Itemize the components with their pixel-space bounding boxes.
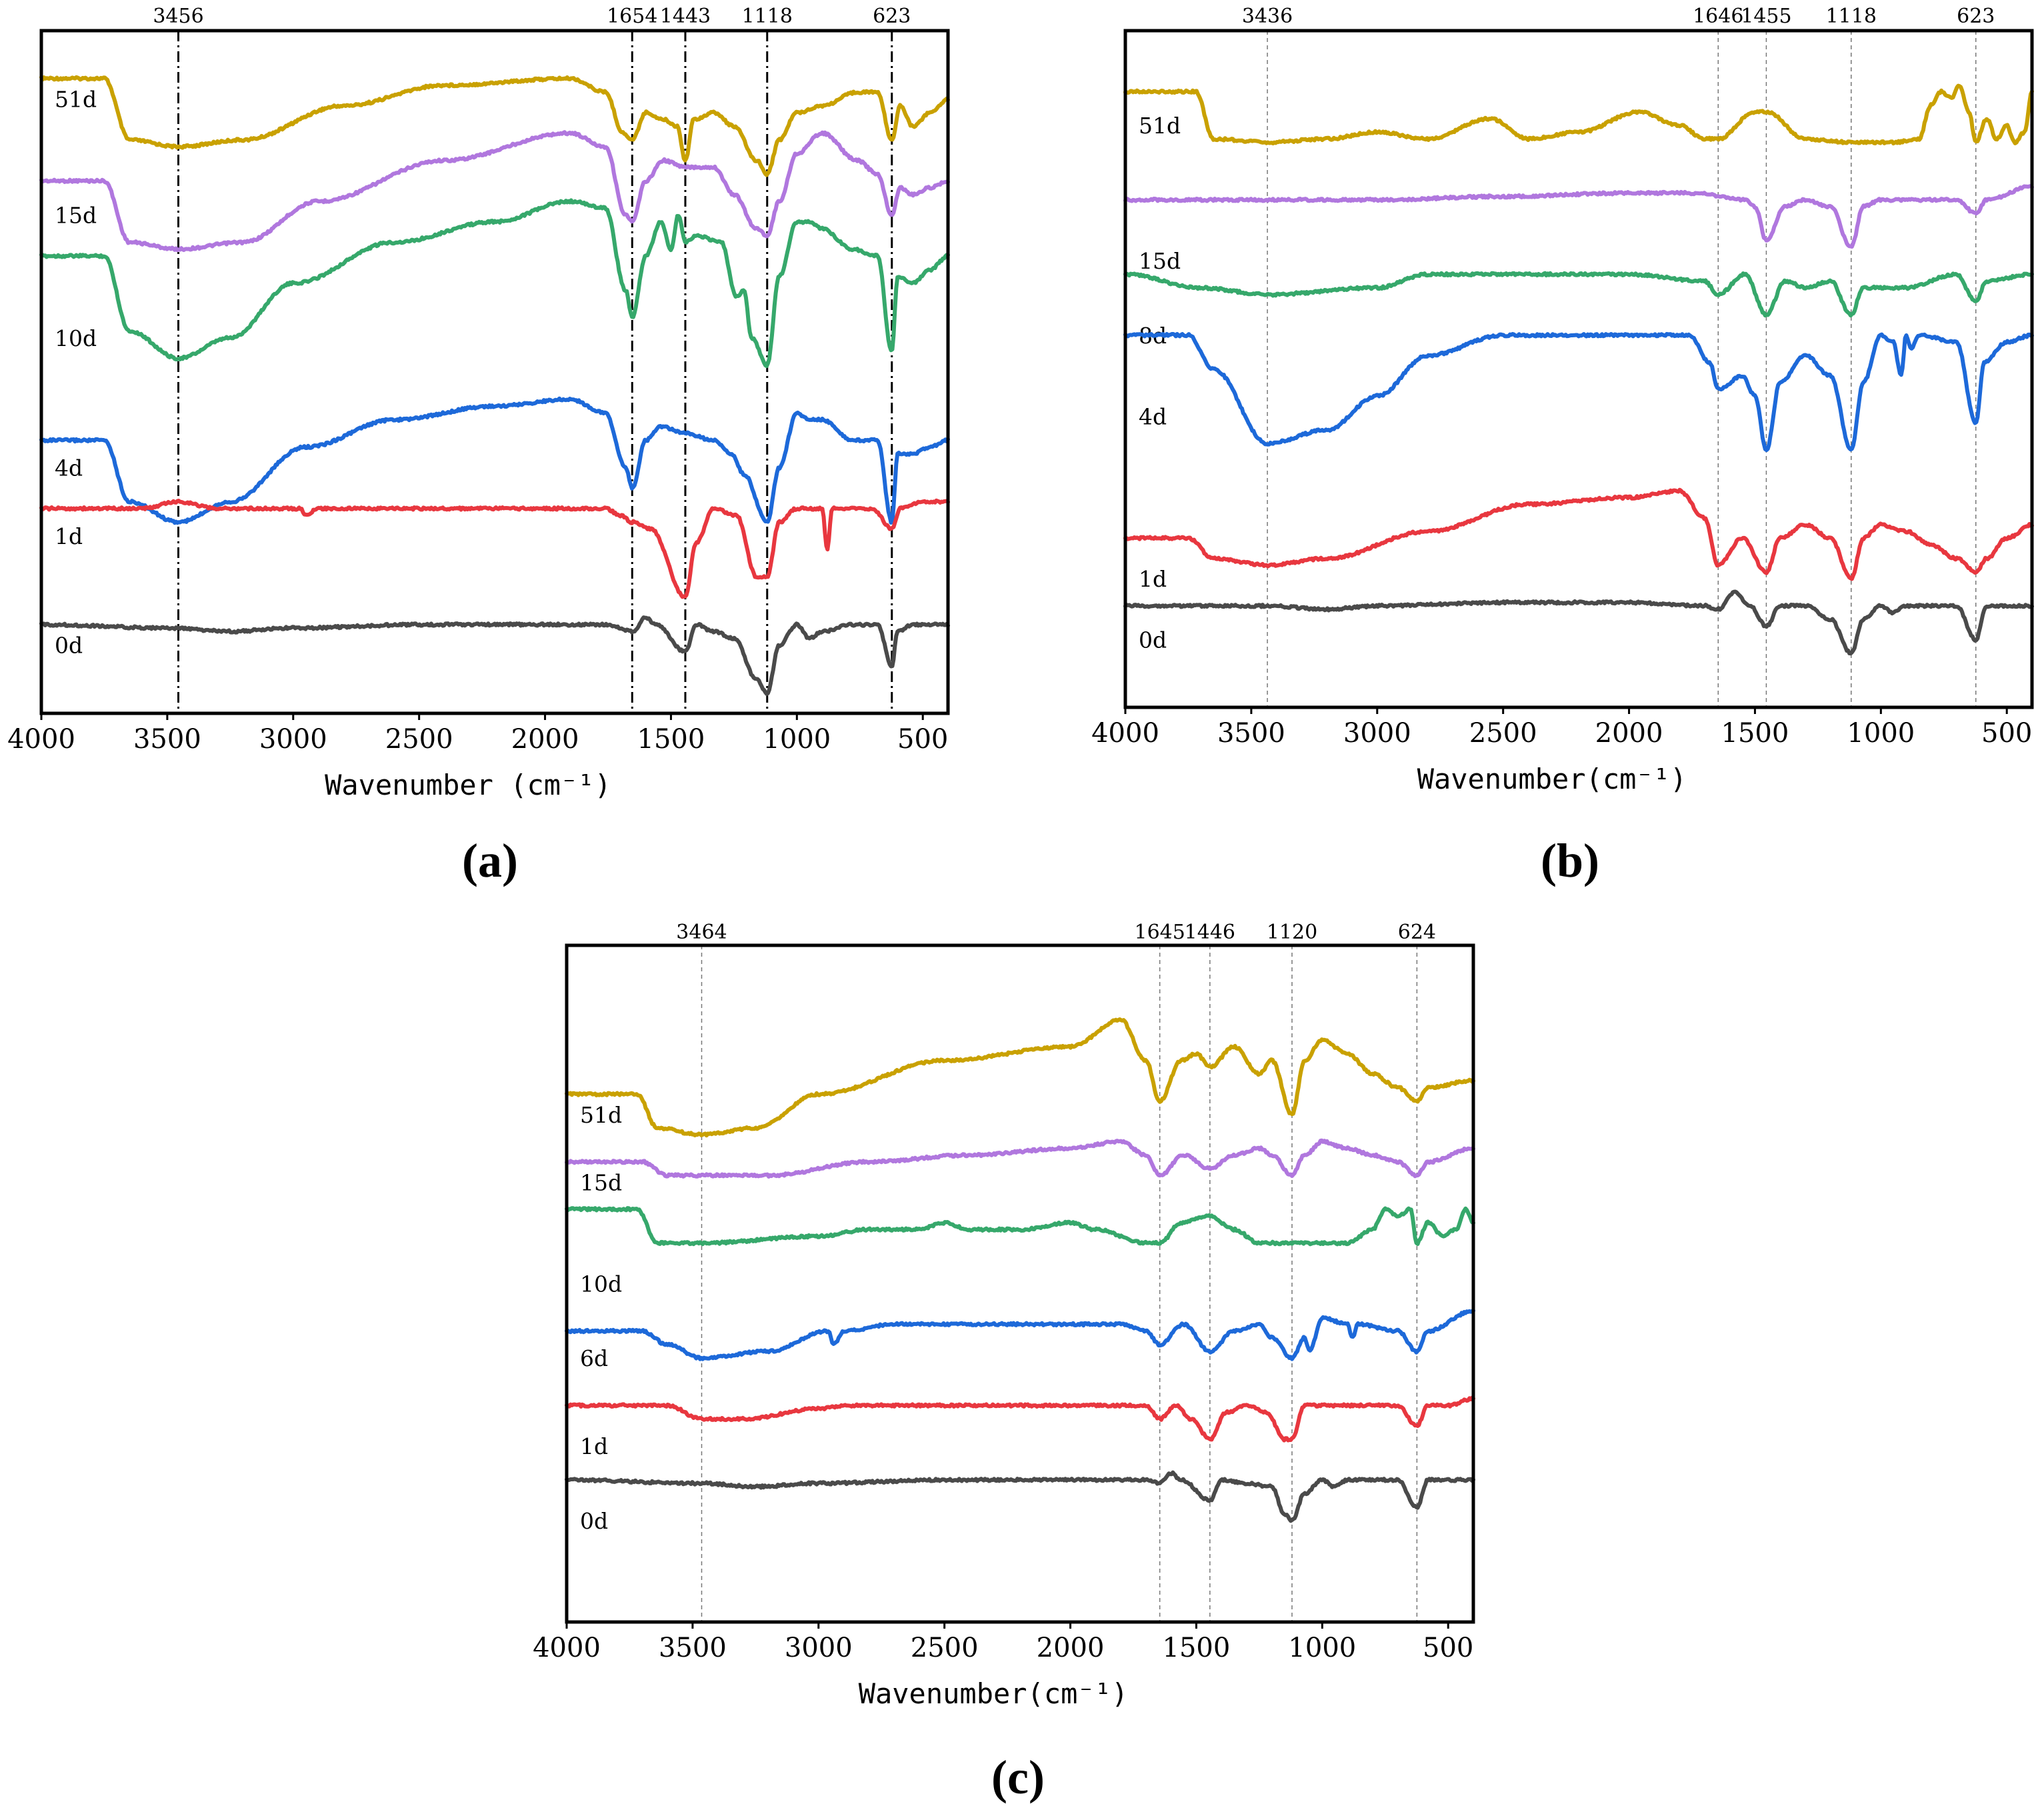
series-line-8d [1123,271,2034,318]
series-label-4d: 4d [55,455,83,481]
series-label-15d: 15d [55,202,97,228]
x-tick-label: 2000 [1037,1633,1105,1663]
peak-label-1443: 1443 [660,5,711,28]
series-line-0d [39,615,950,696]
x-axis-label: Wavenumber(cm⁻¹) [1417,763,1687,795]
x-tick-label: 2000 [511,724,579,755]
panel-a: 3456 1654 1443 1118 623 51d 15d 10d 4d 1d 0d 4000 35… [7,5,950,887]
series-label-1d: 1d [580,1433,608,1459]
series-line-15d [1123,184,2034,249]
peak-label-1654: 1654 [607,5,657,28]
peak-label-1446: 1446 [1185,921,1235,944]
series-label-1d: 1d [55,523,83,549]
x-tick-label: 4000 [533,1633,601,1663]
panel-label-c: (c) [991,1751,1045,1804]
x-tick-label: 1500 [637,724,705,755]
series-label-0d: 0d [580,1508,608,1534]
x-tick-label: 1000 [1288,1633,1356,1663]
peak-label-1118: 1118 [742,5,793,28]
series-label-51d: 51d [580,1102,622,1128]
x-tick-label: 1500 [1721,718,1789,749]
panel-label-a: (a) [462,834,518,887]
peak-label-1646: 1646 [1693,5,1743,28]
series-label-0d: 0d [1139,627,1167,653]
series-line-51d [1123,83,2034,146]
x-tick-label: 3500 [659,1633,727,1663]
peak-label-1455: 1455 [1741,5,1791,28]
x-tick-label: 4000 [1091,718,1159,749]
series-line-0d [1123,589,2034,656]
x-tick-label: 500 [1423,1633,1473,1663]
series-line-1d [1123,487,2034,581]
series-line-1d [39,498,950,599]
x-axis-label: Wavenumber(cm⁻¹) [859,1677,1129,1710]
series-label-6d: 6d [580,1345,608,1371]
x-tick-label: 500 [1981,718,2032,749]
series-line-10d [39,198,950,369]
series-line-15d [565,1138,1475,1179]
series-line-15d [39,130,950,253]
series-line-1d [565,1395,1475,1443]
peak-label-1120: 1120 [1267,921,1317,944]
x-tick-label: 1500 [1163,1633,1231,1663]
x-tick-label: 500 [897,724,948,755]
plot-frame [1123,29,2034,709]
series-line-4d [39,396,950,525]
x-axis-label: Wavenumber (cm⁻¹) [325,769,611,801]
series-label-15d: 15d [580,1169,622,1195]
series-label-4d: 4d [1139,404,1167,430]
plot-frame [565,943,1475,1624]
series-line-10d [565,1206,1475,1247]
peak-label-624: 624 [1398,921,1436,944]
series-label-10d: 10d [55,325,97,351]
series-label-1d: 1d [1139,566,1167,592]
series-line-51d [565,1017,1475,1138]
x-tick-label: 2500 [385,724,453,755]
series-line-6d [565,1309,1475,1361]
series-label-15d: 15d [1139,248,1181,274]
peak-label-3436: 3436 [1242,5,1293,28]
series-label-10d: 10d [580,1271,622,1297]
x-tick-label: 2500 [911,1633,979,1663]
series-line-0d [565,1470,1475,1523]
series-label-0d: 0d [55,633,83,659]
x-tick-label: 2000 [1595,718,1663,749]
series-line-4d [1123,332,2034,453]
x-tick-label: 2500 [1469,718,1537,749]
peak-label-3456: 3456 [153,5,203,28]
peak-label-623: 623 [1957,5,1995,28]
peak-label-623: 623 [873,5,911,28]
panel-label-b: (b) [1541,834,1599,887]
plot-frame [39,29,950,715]
series-label-51d: 51d [1139,113,1181,139]
x-tick-label: 3000 [259,724,327,755]
x-tick-label: 1000 [1847,718,1915,749]
peak-label-1118: 1118 [1826,5,1877,28]
peak-label-1645: 1645 [1134,921,1185,944]
series-line-51d [39,75,950,177]
x-tick-label: 3000 [1343,718,1411,749]
series-label-51d: 51d [55,86,97,112]
x-tick-label: 3500 [1217,718,1285,749]
peak-label-3464: 3464 [676,921,727,944]
x-tick-label: 3000 [785,1633,853,1663]
x-tick-label: 3500 [133,724,201,755]
x-tick-label: 1000 [763,724,831,755]
x-tick-label: 4000 [7,724,75,755]
